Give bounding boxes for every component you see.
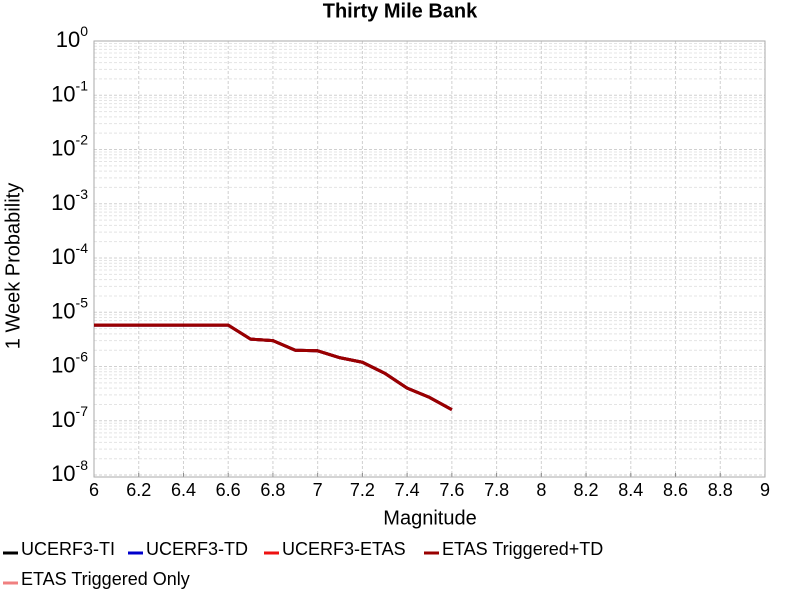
legend-label: UCERF3-TD xyxy=(146,539,248,559)
y-tick-label: 100 xyxy=(56,23,88,52)
x-tick-label: 8.4 xyxy=(618,480,643,500)
y-tick-label: 10-8 xyxy=(51,457,88,486)
x-tick-label: 6.6 xyxy=(216,480,241,500)
y-tick-exponent: -5 xyxy=(76,294,89,310)
x-tick-label: 8 xyxy=(536,480,546,500)
y-tick-base: 10 xyxy=(51,135,75,160)
y-tick-label: 10-5 xyxy=(51,294,88,323)
plot-frame xyxy=(93,40,766,478)
legend-label: UCERF3-ETAS xyxy=(282,539,406,559)
y-tick-base: 10 xyxy=(56,27,80,52)
y-tick-exponent: 0 xyxy=(80,23,88,39)
x-tick-label: 7.8 xyxy=(484,480,509,500)
y-tick-exponent: -8 xyxy=(76,457,89,473)
y-tick-label: 10-7 xyxy=(51,402,88,431)
x-tick-label: 6 xyxy=(89,480,99,500)
x-tick-label: 6.8 xyxy=(260,480,285,500)
y-tick-base: 10 xyxy=(51,352,75,377)
x-axis-label: Magnitude xyxy=(383,507,476,529)
legend-label: ETAS Triggered Only xyxy=(21,569,190,589)
x-tick-label: 8.6 xyxy=(663,480,688,500)
y-tick-label: 10-6 xyxy=(51,348,88,377)
x-tick-label: 7 xyxy=(313,480,323,500)
y-tick-exponent: -6 xyxy=(76,348,89,364)
y-tick-label: 10-3 xyxy=(51,185,88,214)
x-tick-label: 6.2 xyxy=(126,480,151,500)
x-tick-label: 7.6 xyxy=(439,480,464,500)
y-tick-exponent: -3 xyxy=(76,185,89,201)
x-tick-label: 8.8 xyxy=(708,480,733,500)
series-line xyxy=(94,323,453,412)
y-tick-label: 10-1 xyxy=(51,77,88,106)
y-tick-label: 10-4 xyxy=(51,240,88,269)
y-tick-exponent: -4 xyxy=(76,240,89,256)
y-tick-exponent: -1 xyxy=(76,77,89,93)
x-tick-label: 9 xyxy=(760,480,770,500)
x-tick-label: 8.2 xyxy=(574,480,599,500)
chart-title: Thirty Mile Bank xyxy=(323,0,478,22)
y-tick-base: 10 xyxy=(51,81,75,106)
x-tick-label: 6.4 xyxy=(171,480,196,500)
y-tick-base: 10 xyxy=(51,461,75,486)
y-tick-base: 10 xyxy=(51,244,75,269)
x-tick-label: 7.2 xyxy=(350,480,375,500)
y-tick-exponent: -7 xyxy=(76,402,89,418)
y-tick-label: 10-2 xyxy=(51,131,88,160)
y-tick-base: 10 xyxy=(51,407,75,432)
y-tick-base: 10 xyxy=(51,298,75,323)
y-tick-exponent: -2 xyxy=(76,131,89,147)
legend-label: ETAS Triggered+TD xyxy=(442,539,603,559)
y-axis-label: 1 Week Probability xyxy=(2,183,24,349)
x-tick-label: 7.4 xyxy=(395,480,420,500)
legend-label: UCERF3-TI xyxy=(21,539,115,559)
y-tick-base: 10 xyxy=(51,190,75,215)
